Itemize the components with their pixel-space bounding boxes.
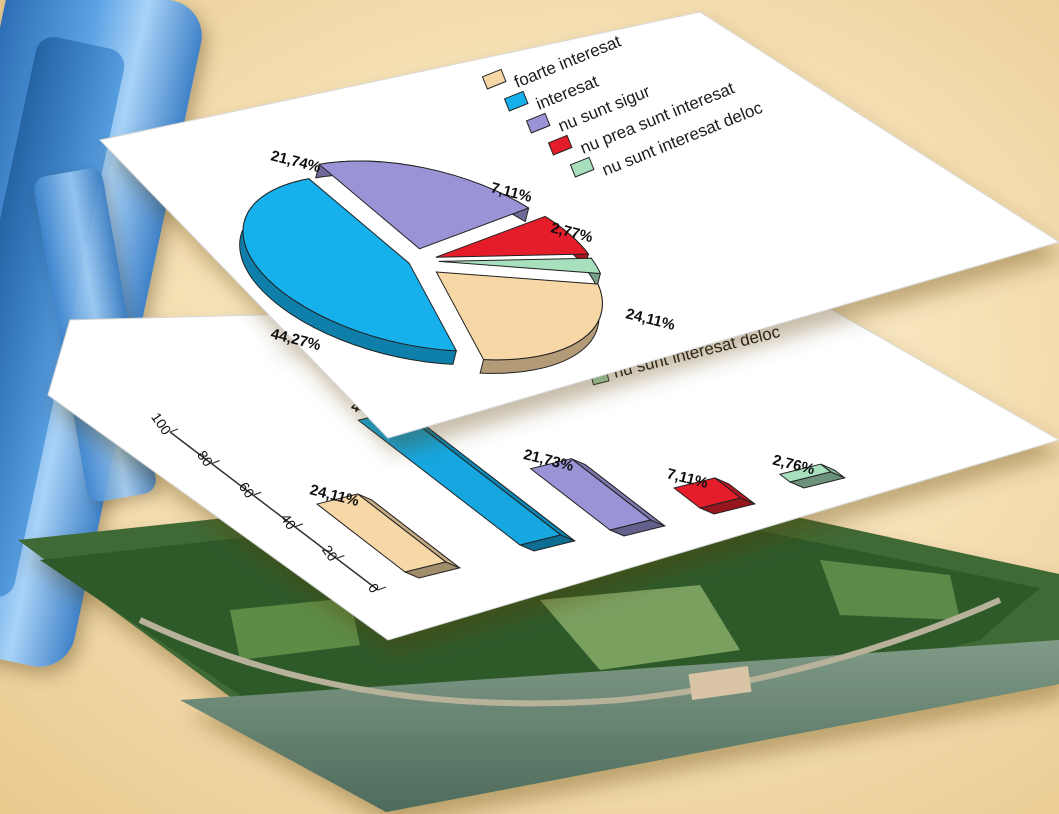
pie-chart-layer: 24,11%44,27%21,74%7,11%2,77% foarte inte… (99, 11, 1059, 439)
bar (672, 477, 757, 515)
legend-swatch (503, 90, 529, 112)
pie-slice (239, 178, 458, 365)
legend-swatch (525, 112, 551, 134)
pie-slice (435, 271, 603, 374)
bar (529, 458, 667, 537)
bar-marks (315, 409, 847, 579)
legend-swatch (547, 134, 573, 156)
bar (778, 463, 847, 489)
y-tick (336, 554, 345, 559)
pie-slice (315, 160, 530, 250)
y-tick (169, 428, 179, 433)
y-tick (252, 491, 262, 496)
bar (315, 493, 462, 579)
y-tick (211, 460, 220, 465)
y-axis-line (169, 431, 379, 591)
legend-swatch (569, 156, 595, 178)
y-tick (294, 523, 304, 528)
bar (357, 409, 577, 552)
legend-swatch (481, 68, 507, 90)
pie-slices (239, 160, 603, 374)
y-tick (377, 586, 387, 591)
pie-slice (438, 257, 602, 289)
